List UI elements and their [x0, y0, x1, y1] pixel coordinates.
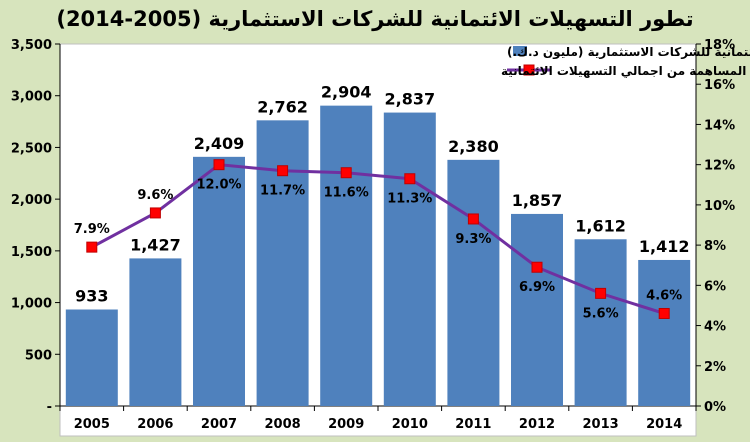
left-tick-label: 1,500 [11, 245, 52, 260]
bar-value-label: 2,380 [448, 137, 499, 156]
legend-swatch-bar [513, 46, 527, 56]
line-point [277, 165, 289, 177]
line-value-label: 5.6% [583, 306, 619, 321]
x-tick-label: 2012 [519, 417, 555, 432]
line-point [404, 173, 416, 185]
left-tick-label: 2,500 [11, 141, 52, 156]
x-tick-label: 2007 [201, 417, 237, 432]
line-path [91, 163, 665, 315]
legend: التسهيلات الائتمانية للشركات الاستثمارية… [501, 45, 750, 78]
right-tick-label: 16% [704, 78, 735, 93]
chart-title: تطور التسهيلات الائتمانية للشركات الاستث… [56, 7, 694, 31]
x-tick-label: 2008 [265, 417, 301, 432]
bar-labels: 933 1,427 2,409 2,762 2,904 2,837 2,380 1,857 1,… [75, 83, 689, 306]
bar-value-label: 1,857 [512, 191, 563, 210]
chart: - 500 1,000 1,500 2,000 2,500 3,000 3,500 0% 2% 4%… [11, 38, 750, 437]
legend-label-line: نسبة المساهمة من اجمالي التسهيلات الائتم… [501, 64, 750, 78]
right-tick-label: 6% [704, 279, 726, 294]
line-value-label: 6.9% [519, 280, 555, 295]
right-tick-label: 4% [704, 320, 726, 335]
bar [383, 112, 436, 406]
line-labels: 7.9% 9.6% 12.0% 11.7% 11.6% 11.3% 9.3% 6.9% 5.6%… [74, 178, 682, 322]
bar [511, 213, 563, 406]
left-tick-label: 3,500 [11, 38, 52, 53]
bar-value-label: 2,904 [321, 83, 372, 102]
right-tick-label: 18% [704, 38, 735, 53]
left-tick-label: 3,000 [11, 90, 52, 105]
left-tick-label: - [47, 400, 52, 415]
x-tick-label: 2005 [74, 417, 110, 432]
legend-swatch-marker [523, 64, 535, 76]
x-tick-label: 2013 [583, 417, 619, 432]
bar [447, 159, 500, 406]
line-point [86, 241, 98, 253]
right-tick-label: 0% [704, 400, 726, 415]
right-tick-label: 12% [704, 159, 735, 174]
bar [65, 309, 118, 406]
bar-value-label: 1,612 [575, 216, 626, 235]
bar-value-label: 1,427 [130, 235, 181, 254]
bar [256, 120, 309, 406]
line-point [531, 261, 543, 273]
line-point [340, 167, 352, 179]
x-tick-label: 2010 [392, 417, 428, 432]
line-series [86, 159, 670, 319]
bar [129, 258, 182, 406]
right-tick-label: 10% [704, 199, 735, 214]
x-tick-label: 2011 [455, 417, 491, 432]
line-value-label: 7.9% [74, 222, 110, 237]
bar [320, 105, 373, 406]
line-value-label: 9.6% [137, 188, 173, 203]
right-tick-label: 2% [704, 360, 726, 375]
line-point [467, 213, 479, 225]
line-point [149, 207, 161, 219]
bar [638, 259, 691, 406]
x-tick-label: 2006 [137, 417, 173, 432]
line-point [213, 159, 225, 171]
legend-label-bar: التسهيلات الائتمانية للشركات الاستثمارية… [507, 45, 750, 60]
bar [574, 239, 627, 406]
line-point [658, 307, 670, 319]
bar [193, 156, 245, 406]
bar-value-label: 2,762 [257, 97, 308, 116]
left-tick-label: 1,000 [11, 297, 52, 312]
line-value-label: 12.0% [196, 178, 241, 193]
bar-value-label: 2,837 [384, 90, 435, 109]
x-tick-label: 2009 [328, 417, 364, 432]
left-tick-label: 500 [25, 348, 52, 363]
line-value-label: 11.6% [324, 186, 369, 201]
line-value-label: 9.3% [455, 232, 491, 247]
bar-value-label: 1,412 [639, 237, 690, 256]
bar-value-label: 2,409 [194, 134, 245, 153]
right-tick-label: 8% [704, 239, 726, 254]
line-value-label: 4.6% [646, 288, 682, 303]
left-tick-label: 2,000 [11, 193, 52, 208]
line-value-label: 11.7% [260, 184, 305, 199]
line-point [595, 287, 607, 299]
bar-value-label: 933 [75, 287, 108, 306]
x-tick-label: 2014 [646, 417, 682, 432]
right-tick-label: 14% [704, 118, 735, 133]
line-value-label: 11.3% [387, 192, 432, 207]
